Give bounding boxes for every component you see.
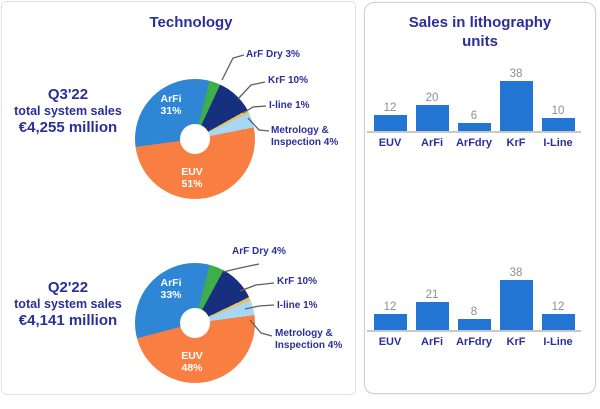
q2-sales-summary: Q2'22 total system sales €4,141 million bbox=[7, 278, 129, 330]
bar-value-label: 12 bbox=[383, 301, 397, 313]
q3-donut-hole bbox=[180, 124, 210, 154]
lithography-units-title: Sales in lithography units bbox=[365, 13, 595, 51]
category-labels-row: EUV ArFi ArFdry KrF I-Line bbox=[370, 336, 578, 348]
bar-category-label: KrF bbox=[506, 336, 526, 348]
q2-subtitle: total system sales bbox=[14, 297, 122, 311]
q3-euv-slice-label: EUV 51% bbox=[170, 166, 214, 190]
x-axis-line bbox=[367, 131, 581, 133]
x-axis-line bbox=[367, 330, 581, 332]
q3-callout-krf: KrF 10% bbox=[268, 75, 309, 86]
bar-category-label: EUV bbox=[378, 336, 402, 348]
q3-arfi-slice-label: ArFi 31% bbox=[149, 93, 193, 117]
q2-quarter-label: Q2'22 bbox=[47, 279, 89, 296]
bar-value-label: 8 bbox=[470, 306, 478, 318]
bar-value-label: 12 bbox=[551, 301, 565, 313]
q2-arfi-pct: 33% bbox=[160, 289, 182, 301]
bars-row: 12 20 6 38 10 bbox=[370, 65, 578, 131]
q3-callout-metrology: Metrology & Inspection 4% bbox=[271, 125, 338, 149]
bar-column: 12 bbox=[539, 301, 577, 330]
q3-arfi-name: ArFi bbox=[160, 93, 182, 105]
bar bbox=[373, 115, 407, 131]
bar-category-label: EUV bbox=[378, 137, 402, 149]
q2-donut-hole bbox=[180, 308, 210, 338]
q3-metrology-line2: Inspection 4% bbox=[271, 137, 339, 148]
q3-callout-arfdry: ArF Dry 3% bbox=[246, 49, 300, 60]
bar-category-label: KrF bbox=[506, 137, 526, 149]
bar-category-label: I-Line bbox=[543, 336, 573, 348]
q3-metrology-line1: Metrology & bbox=[271, 125, 329, 136]
q3-sales-summary: Q3'22 total system sales €4,255 million bbox=[7, 85, 129, 137]
bar bbox=[457, 319, 491, 330]
q2-amount: €4,141 million bbox=[18, 312, 118, 329]
bar bbox=[499, 81, 533, 131]
q2-euv-slice-label: EUV 48% bbox=[170, 350, 214, 374]
technology-panel: Technology Q3'22 total system sales €4,2… bbox=[1, 1, 356, 395]
q2-euv-pct: 48% bbox=[181, 362, 203, 374]
bar-column: 12 bbox=[371, 301, 409, 330]
bar-column: 10 bbox=[539, 105, 577, 131]
technology-panel-title: Technology bbox=[149, 14, 233, 31]
bar bbox=[373, 314, 407, 330]
q3-amount: €4,255 million bbox=[18, 119, 118, 136]
bar-value-label: 38 bbox=[509, 267, 523, 279]
bar-value-label: 12 bbox=[383, 102, 397, 114]
q2-metrology-line1: Metrology & bbox=[275, 328, 333, 339]
lithography-units-panel: Sales in lithography units 12 20 6 38 10 EUV A… bbox=[364, 2, 596, 394]
bar bbox=[541, 118, 575, 131]
q3-arfi-pct: 31% bbox=[160, 105, 182, 117]
bar-category-label: ArFdry bbox=[455, 137, 493, 149]
q3-euv-pct: 51% bbox=[181, 178, 203, 190]
q2-metrology-line2: Inspection 4% bbox=[275, 340, 343, 351]
bars-row: 12 21 8 38 12 bbox=[370, 264, 578, 330]
bar bbox=[457, 123, 491, 131]
q3-subtitle: total system sales bbox=[14, 104, 122, 118]
lithography-units-title-line1: Sales in lithography bbox=[408, 14, 552, 31]
bar-value-label: 20 bbox=[425, 92, 439, 104]
q2-callout-arfdry: ArF Dry 4% bbox=[232, 246, 286, 257]
bar-category-label: ArFi bbox=[421, 336, 443, 348]
bar-column: 12 bbox=[371, 102, 409, 131]
bar-column: 38 bbox=[497, 68, 535, 131]
q2-arfi-name: ArFi bbox=[160, 277, 182, 289]
bar-category-label: ArFdry bbox=[455, 336, 493, 348]
q2-callout-metrology: Metrology & Inspection 4% bbox=[275, 328, 342, 352]
bar-value-label: 38 bbox=[509, 68, 523, 80]
bar-column: 6 bbox=[455, 110, 493, 131]
q2-callout-iline: I-line 1% bbox=[277, 300, 318, 311]
bar bbox=[541, 314, 575, 330]
q3-technology-donut-chart: ArFi 31% EUV 51% bbox=[135, 79, 255, 199]
bar-value-label: 6 bbox=[470, 110, 478, 122]
q2-callout-krf: KrF 10% bbox=[277, 276, 318, 287]
bar-value-label: 21 bbox=[425, 289, 439, 301]
bar-column: 38 bbox=[497, 267, 535, 330]
bar-column: 20 bbox=[413, 92, 451, 131]
q3-units-bar-chart: 12 20 6 38 10 EUV ArFi ArFdry KrF I-Line bbox=[367, 65, 581, 149]
bar-column: 8 bbox=[455, 306, 493, 330]
bar bbox=[415, 105, 449, 131]
bar-value-label: 10 bbox=[551, 105, 565, 117]
q2-units-bar-chart: 12 21 8 38 12 EUV ArFi ArFdry KrF I-Line bbox=[367, 264, 581, 348]
q2-arfi-slice-label: ArFi 33% bbox=[149, 277, 193, 301]
bar-category-label: ArFi bbox=[421, 137, 443, 149]
q3-callout-iline: I-line 1% bbox=[269, 100, 310, 111]
q3-quarter-label: Q3'22 bbox=[47, 86, 89, 103]
q3-euv-name: EUV bbox=[181, 166, 203, 178]
bar-column: 21 bbox=[413, 289, 451, 330]
q2-euv-name: EUV bbox=[181, 350, 203, 362]
bar bbox=[415, 302, 449, 330]
lithography-units-title-line2: units bbox=[462, 33, 498, 50]
q2-technology-donut-chart: ArFi 33% EUV 48% bbox=[135, 263, 255, 383]
bar bbox=[499, 280, 533, 330]
category-labels-row: EUV ArFi ArFdry KrF I-Line bbox=[370, 137, 578, 149]
bar-category-label: I-Line bbox=[543, 137, 573, 149]
